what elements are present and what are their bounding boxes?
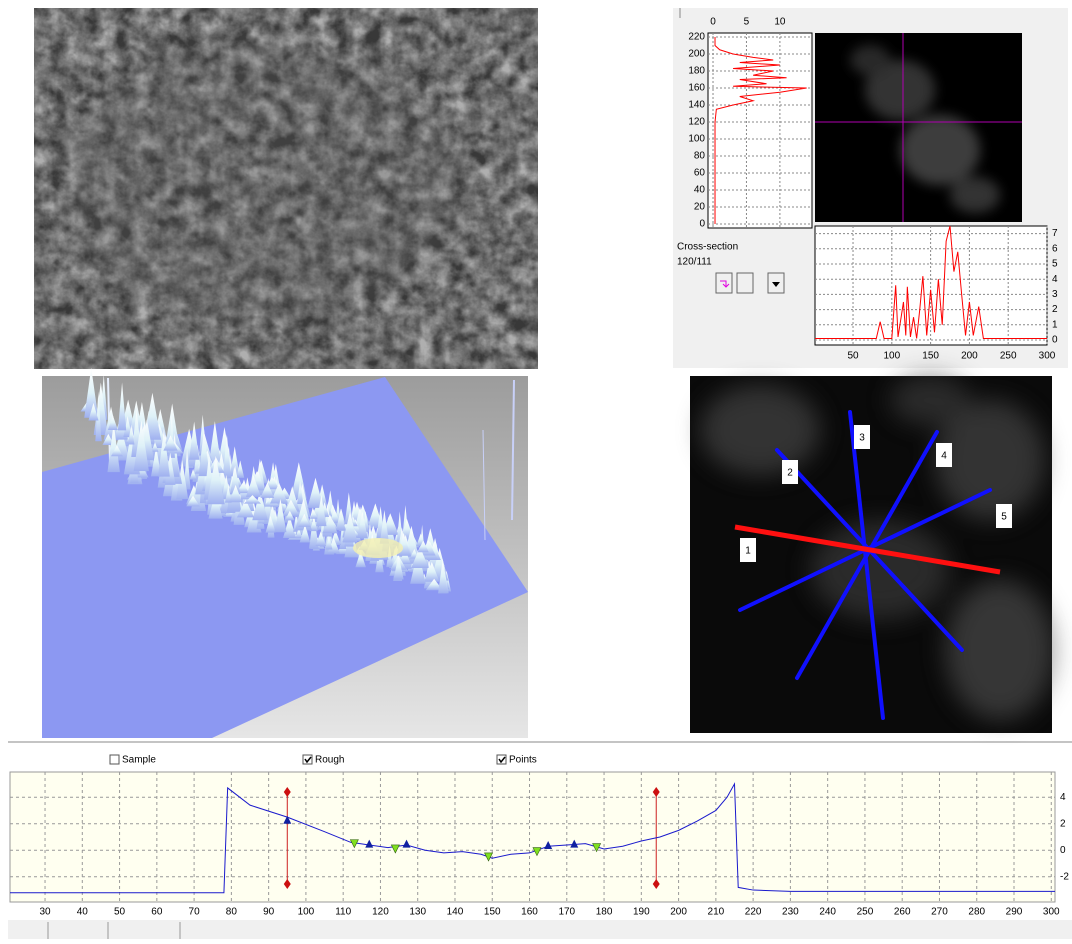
y-tick-label: 120 [688,117,705,128]
x-tick-label: 170 [558,907,575,918]
y-tick-label: 180 [688,66,705,77]
y-tick-label: 60 [694,168,706,179]
x-tick-label: 260 [894,907,911,918]
x-tick-label: 100 [298,907,315,918]
radial-label: 2 [787,468,793,479]
cross-section-panel: Cross-section 120/111 051002040608010012… [673,8,1068,368]
y-tick-label: 7 [1052,228,1058,239]
checkbox[interactable] [303,755,312,764]
y-tick-label: 140 [688,100,705,111]
y-tick-label: 2 [1060,818,1066,829]
checkbox-label: Sample [122,755,156,766]
x-tick-label: 140 [447,907,464,918]
cross-section-position: 120/111 [677,257,712,268]
x-tick-label: 200 [961,351,978,362]
x-tick-label: 100 [883,351,900,362]
y-tick-label: 0 [1052,335,1058,346]
x-tick-label: 180 [596,907,613,918]
x-tick-label: 250 [857,907,874,918]
surface-3d [42,368,528,738]
y-tick-label: 4 [1052,274,1058,285]
x-tick-label: 10 [774,17,786,28]
x-tick-label: 220 [745,907,762,918]
x-tick-label: 150 [484,907,501,918]
x-tick-label: 230 [782,907,799,918]
x-tick-label: 5 [744,17,750,28]
x-tick-label: 200 [670,907,687,918]
y-tick-label: 20 [694,202,706,213]
micrograph [34,8,538,369]
x-tick-label: 190 [633,907,650,918]
y-tick-label: 6 [1052,243,1058,254]
radial-label: 4 [941,451,947,462]
x-tick-label: 70 [189,907,201,918]
surface-highlight [353,538,403,558]
radial-label: 5 [1001,512,1007,523]
checkbox[interactable] [110,755,119,764]
x-tick-label: 60 [151,907,163,918]
x-tick-label: 160 [521,907,538,918]
y-tick-label: 2 [1052,304,1058,315]
x-tick-label: 270 [931,907,948,918]
radial-label: 3 [859,433,865,444]
x-tick-label: 110 [335,907,351,918]
x-tick-label: 80 [226,907,238,918]
y-tick-label: 0 [1060,845,1066,856]
y-tick-label: 160 [688,83,705,94]
y-tick-label: 220 [688,32,705,43]
x-tick-label: 130 [409,907,426,918]
x-tick-label: 90 [263,907,275,918]
y-tick-label: 3 [1052,289,1058,300]
y-tick-label: 5 [1052,259,1058,270]
x-tick-label: 300 [1039,351,1056,362]
x-tick-label: 210 [708,907,725,918]
checkbox-label: Rough [315,755,344,766]
radial-lines-image: 1 2 3 4 5 [690,375,1055,733]
x-tick-label: 120 [372,907,389,918]
y-tick-label: 200 [688,49,705,60]
x-tick-label: 290 [1006,907,1023,918]
y-tick-label: 40 [694,185,706,196]
y-tick-label: -2 [1060,871,1069,882]
y-tick-label: 80 [694,151,706,162]
x-tick-label: 50 [847,351,859,362]
y-tick-label: 0 [699,219,705,230]
x-tick-label: 50 [114,907,126,918]
checkbox[interactable] [497,755,506,764]
x-tick-label: 150 [922,351,939,362]
x-tick-label: 0 [710,17,716,28]
x-tick-label: 30 [39,907,51,918]
x-tick-label: 40 [77,907,89,918]
x-tick-label: 240 [819,907,836,918]
y-tick-label: 1 [1052,319,1058,330]
x-tick-label: 300 [1043,907,1060,918]
cross-section-label: Cross-section [677,242,738,253]
y-tick-label: 100 [688,134,705,145]
y-tick-label: 4 [1060,792,1066,803]
radial-label: 1 [745,546,751,557]
x-tick-label: 250 [1000,351,1017,362]
x-tick-label: 280 [968,907,985,918]
tool-button[interactable] [737,273,753,293]
checkbox-label: Points [509,755,537,766]
tool-button[interactable] [716,273,732,293]
page: Cross-section 120/111 051002040608010012… [0,0,1072,939]
